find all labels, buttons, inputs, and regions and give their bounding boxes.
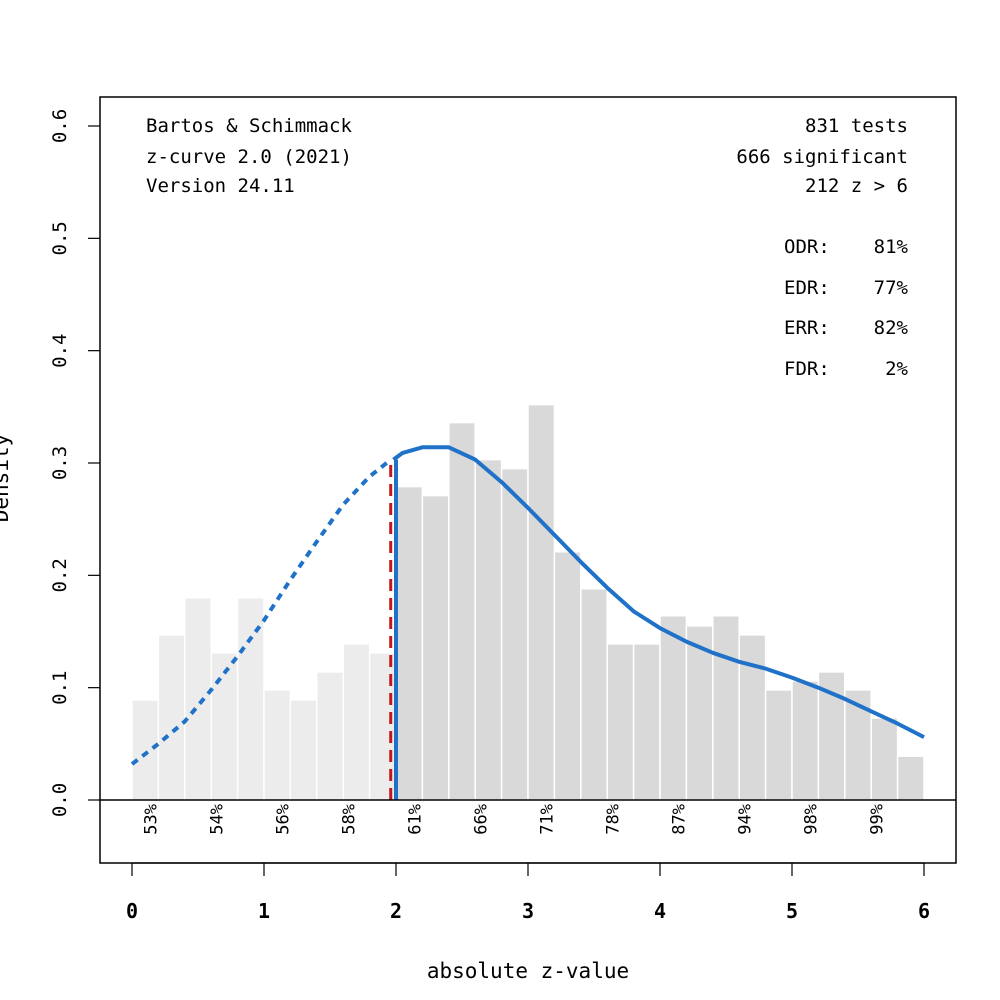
y-tick-label-6: 0.6 <box>49 109 71 143</box>
bar-sig-5 <box>527 403 556 801</box>
curve-fitted <box>392 445 925 739</box>
curve-extrapolated <box>130 459 391 766</box>
power-label-0: 53% <box>141 804 161 835</box>
x-tick-label-4: 4 <box>654 899 666 923</box>
x-tick-label-6: 6 <box>918 899 930 923</box>
bar-sig-12 <box>712 615 740 801</box>
density-curves <box>130 445 925 800</box>
y-tick-label-4: 0.4 <box>49 334 71 368</box>
bar-nonsig-4 <box>236 597 265 801</box>
power-label-11: 99% <box>867 804 887 835</box>
significant-count: 666 significant <box>736 146 908 168</box>
x-tick-label-2: 2 <box>390 899 402 923</box>
odr-label: ODR: <box>784 236 830 258</box>
bar-sig-6 <box>553 550 582 801</box>
x-tick-label-3: 3 <box>522 899 534 923</box>
y-axis-label: Density <box>0 434 13 523</box>
power-label-6: 71% <box>537 804 557 835</box>
test-count: 831 tests <box>805 115 908 137</box>
axes: 0.0 0.1 0.2 0.3 0.4 0.5 0.6 0 1 2 3 4 5 6 <box>49 96 957 923</box>
err-value: 82% <box>874 317 909 339</box>
large-z-count: 212 z > 6 <box>805 175 908 197</box>
bar-nonsig-6 <box>289 699 318 801</box>
x-tick-label-1: 1 <box>258 899 270 923</box>
bar-sig-3 <box>474 458 503 801</box>
bar-nonsig-0 <box>131 699 160 801</box>
bar-nonsig-5 <box>263 689 292 801</box>
x-tick-label-0: 0 <box>126 899 138 923</box>
fdr-value: 2% <box>885 358 908 380</box>
bar-sig-19 <box>896 755 925 801</box>
edr-label: EDR: <box>784 277 830 299</box>
power-label-7: 78% <box>603 804 623 835</box>
info-left-line-3: Version 24.11 <box>146 175 295 197</box>
significant-bars <box>395 403 925 801</box>
bar-sig-10 <box>659 615 688 801</box>
non-significant-bars <box>131 597 397 801</box>
x-tick-label-5: 5 <box>786 899 798 923</box>
power-label-2: 56% <box>273 804 293 835</box>
stats-block: ODR: 81% EDR: 77% ERR: 82% FDR: 2% <box>784 236 909 380</box>
info-left-line-1: Bartos & Schimmack <box>146 115 352 137</box>
y-tick-label-1: 0.1 <box>49 671 71 705</box>
x-axis-label: absolute z-value <box>427 959 629 983</box>
bar-sig-0 <box>395 485 424 801</box>
fdr-label: FDR: <box>784 358 830 380</box>
edr-value: 77% <box>874 277 909 299</box>
y-tick-label-5: 0.5 <box>49 221 71 255</box>
power-label-9: 94% <box>735 804 755 835</box>
y-tick-label-2: 0.2 <box>49 558 71 592</box>
bar-sig-15 <box>791 680 820 801</box>
bar-nonsig-3 <box>210 652 239 801</box>
power-label-5: 66% <box>471 804 491 835</box>
bar-sig-9 <box>632 643 661 801</box>
y-tick-label-3: 0.3 <box>49 446 71 480</box>
power-label-1: 54% <box>207 804 227 835</box>
odr-value: 81% <box>874 236 909 258</box>
power-label-10: 98% <box>801 804 821 835</box>
bar-sig-4 <box>500 467 529 801</box>
bar-sig-18 <box>870 717 899 801</box>
power-labels: 53% 54% 56% 58% 61% 66% 71% 78% 87% 94% 98% 99% <box>141 804 887 835</box>
bar-nonsig-7 <box>316 671 344 801</box>
info-left: Bartos & Schimmack z-curve 2.0 (2021) Ve… <box>146 115 352 197</box>
y-tick-label-0: 0.0 <box>49 783 71 817</box>
bar-sig-14 <box>764 689 793 801</box>
bar-sig-2 <box>448 421 476 801</box>
power-label-8: 87% <box>669 804 689 835</box>
info-left-line-2: z-curve 2.0 (2021) <box>146 146 352 168</box>
bar-nonsig-8 <box>342 643 371 801</box>
bar-sig-13 <box>738 634 767 801</box>
power-label-4: 61% <box>405 804 425 835</box>
bar-sig-7 <box>580 588 608 801</box>
bar-sig-1 <box>421 494 450 801</box>
bar-nonsig-2 <box>184 597 212 801</box>
bar-sig-8 <box>606 643 635 801</box>
err-label: ERR: <box>784 317 830 339</box>
power-label-3: 58% <box>339 804 359 835</box>
info-right: 831 tests 666 significant 212 z > 6 <box>736 115 908 197</box>
bar-nonsig-1 <box>157 634 186 801</box>
